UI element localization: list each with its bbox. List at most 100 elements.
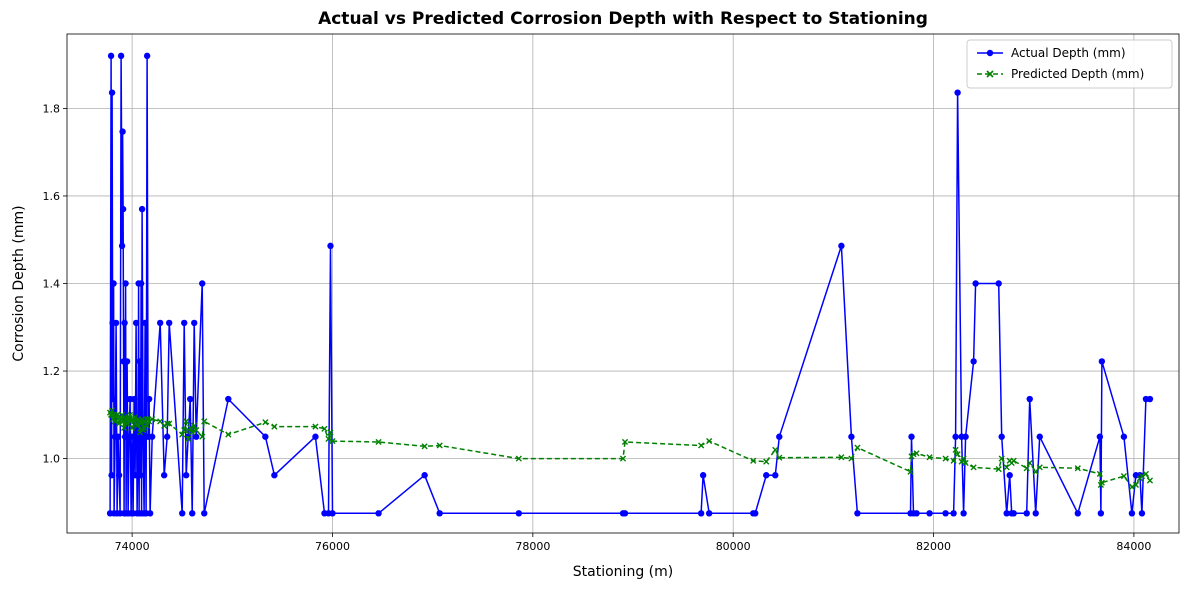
actual-depth-point — [187, 395, 194, 403]
actual-depth-point — [121, 319, 128, 327]
actual-depth-point — [1026, 395, 1033, 403]
predicted-depth-point — [179, 431, 186, 438]
chart-title: Actual vs Predicted Corrosion Depth with… — [318, 9, 928, 29]
actual-depth-point — [960, 510, 967, 517]
actual-depth-point — [156, 319, 164, 327]
predicted-depth-point — [913, 450, 920, 457]
legend-marker-actual — [986, 49, 994, 57]
actual-depth-point — [123, 358, 131, 365]
y-tick-label: 1.6 — [43, 190, 61, 203]
axis-ticks: 74000 76000 78000 80000 82000 84000 1.0 1.2 1.4 1… — [43, 102, 1152, 553]
predicted-depth-point — [127, 411, 134, 418]
actual-depth-point — [1010, 510, 1017, 517]
predicted-depth-point — [321, 425, 328, 432]
predicted-depth-point — [164, 420, 171, 427]
actual-depth-point — [962, 433, 969, 440]
predicted-depth-point — [201, 418, 208, 425]
actual-depth-point — [952, 433, 959, 440]
actual-depth-point — [1036, 433, 1043, 440]
x-axis-label: Stationing (m) — [573, 564, 673, 580]
actual-depth-point — [954, 89, 961, 96]
actual-depth-point — [128, 433, 136, 440]
actual-depth-point — [697, 510, 705, 517]
predicted-depth-point — [854, 444, 861, 451]
actual-depth-point — [970, 358, 977, 365]
predicted-depth-point — [926, 454, 933, 461]
predicted-depth-point — [149, 416, 156, 423]
actual-depth-point — [119, 128, 126, 135]
legend: Actual Depth (mm) Predicted Depth (mm) — [966, 39, 1173, 89]
x-tick-label: 82000 — [916, 540, 951, 553]
predicted-depth-point — [1098, 479, 1105, 486]
predicted-depth-point — [375, 438, 382, 446]
actual-depth-point — [312, 433, 319, 440]
actual-depth-point — [109, 395, 117, 403]
predicted-depth-point — [191, 422, 198, 429]
actual-depth-point — [139, 433, 147, 440]
predicted-depth-point — [942, 455, 949, 462]
actual-depth-point — [199, 280, 206, 287]
actual-depth-point — [972, 280, 979, 287]
predicted-depth-point — [950, 457, 957, 464]
actual-depth-point — [117, 52, 125, 60]
predicted-depth-point — [1146, 477, 1154, 484]
predicted-depth-point — [1003, 464, 1010, 471]
x-tick-label: 74000 — [115, 540, 150, 553]
predicted-depth-point — [144, 422, 151, 429]
actual-depth-point — [995, 280, 1002, 287]
actual-depth-point — [148, 433, 156, 440]
predicted-depth-point — [1120, 473, 1127, 480]
actual-depth-point — [145, 395, 153, 403]
actual-depth-point — [854, 510, 861, 517]
actual-depth-point — [138, 205, 146, 213]
actual-depth-point — [705, 510, 713, 517]
predicted-depth-point — [421, 443, 428, 450]
predicted-depth-point — [954, 451, 961, 458]
legend-label-predicted: Predicted Depth (mm) — [1011, 67, 1144, 81]
actual-depth-point — [191, 319, 198, 327]
predicted-depth-point — [1096, 470, 1103, 478]
actual-depth-point — [201, 510, 208, 517]
predicted-depth-point — [199, 433, 206, 440]
actual-depth-point — [119, 205, 127, 213]
predicted-depth-point — [1128, 483, 1136, 491]
actual-depth-point — [118, 242, 126, 250]
x-tick-label: 76000 — [315, 540, 350, 553]
actual-depth-point — [763, 472, 770, 479]
predicted-depth-point — [166, 420, 173, 427]
actual-depth-point — [1138, 510, 1146, 517]
actual-depth-point — [181, 319, 188, 327]
predicted-depth-point — [121, 424, 128, 432]
predicted-depth-point — [1132, 481, 1140, 488]
predicted-depth-point — [193, 427, 200, 434]
actual-depth-point — [136, 358, 143, 365]
actual-depth-point — [179, 510, 186, 517]
actual-depth-point — [621, 510, 629, 517]
grid — [67, 34, 1179, 533]
actual-depth-point — [838, 242, 845, 250]
actual-depth-point — [848, 433, 855, 440]
predicted-depth-point — [1138, 473, 1146, 480]
predicted-depth-point — [189, 429, 196, 436]
actual-depth-point — [1096, 433, 1104, 440]
actual-depth-point — [112, 319, 120, 327]
predicted-depth-point — [108, 407, 116, 414]
predicted-depth-point — [621, 438, 629, 446]
predicted-depth-point — [1142, 470, 1150, 478]
predicted-depth-point — [1010, 457, 1017, 464]
predicted-depth-point — [225, 431, 232, 438]
legend-box — [966, 39, 1173, 89]
actual-depth-point — [165, 319, 173, 327]
actual-depth-point — [141, 319, 149, 327]
predicted-depth-point — [325, 435, 332, 442]
plot-series — [106, 52, 1154, 517]
predicted-depth-point — [181, 427, 188, 434]
actual-depth-point — [137, 472, 144, 479]
x-tick-label: 78000 — [515, 540, 550, 553]
actual-depth-point — [772, 472, 779, 479]
actual-depth-point — [942, 510, 949, 517]
actual-depth-point — [108, 472, 115, 479]
predicted-depth-point — [183, 418, 190, 425]
actual-depth-point — [146, 510, 154, 517]
